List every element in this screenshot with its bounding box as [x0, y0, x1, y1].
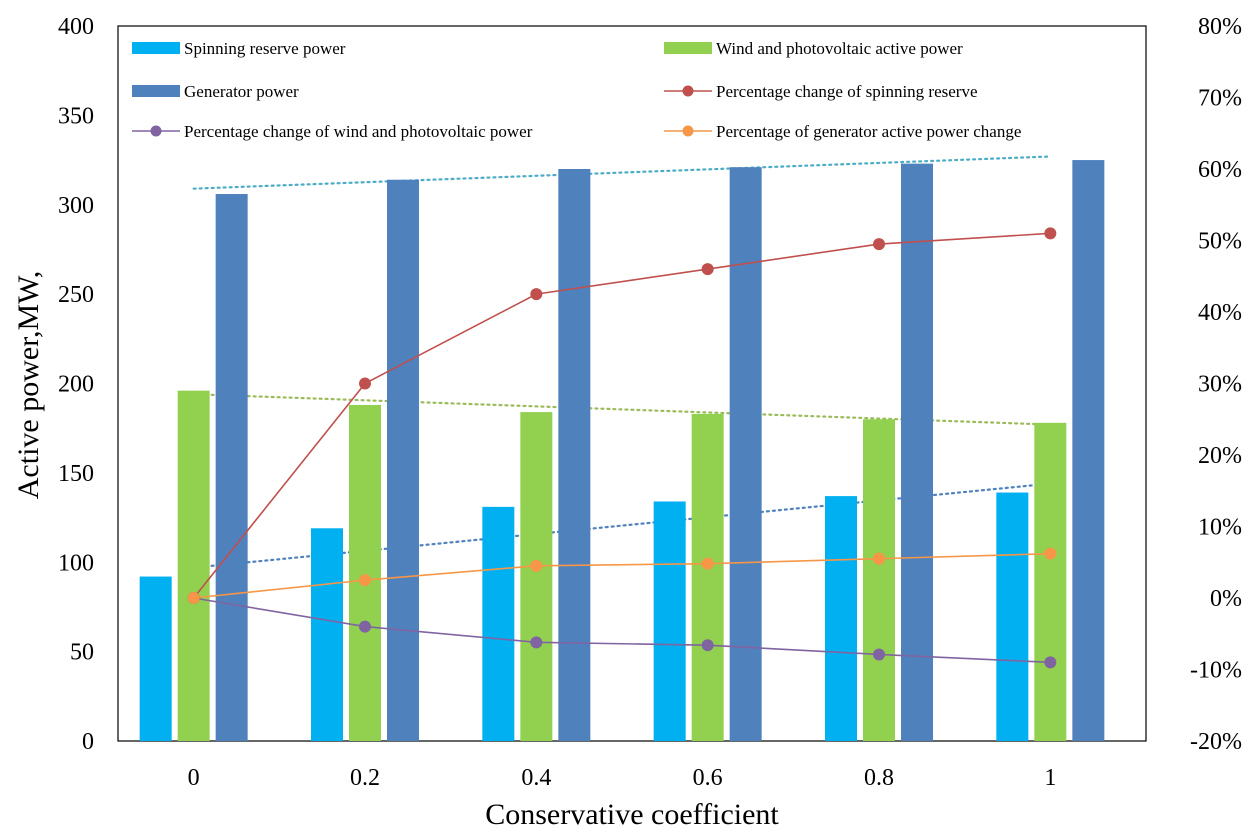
point-percentage-change-of-spinning-reserve	[530, 288, 543, 301]
legend-swatch-spinning-reserve-power	[132, 42, 180, 54]
point-percentage-change-of-spinning-reserve	[1044, 227, 1057, 240]
legend-label-percentage-of-generator-active-power-change: Percentage of generator active power cha…	[716, 122, 1021, 141]
y2-tick-label: 30%	[1198, 372, 1242, 398]
y-axis-ticks: 0 50 100 150 200 250 300 350 400	[58, 14, 94, 755]
y2-tick-label: 0%	[1210, 586, 1242, 612]
point-percentage-change-of-wind-and-photovoltaic-power	[873, 648, 885, 661]
bar-spinning-reserve-power	[311, 528, 343, 741]
y-tick-label: 150	[58, 461, 94, 487]
point-percentage-of-generator-active-power-change	[1044, 547, 1057, 560]
bars	[139, 160, 1105, 742]
y2-tick-label: 50%	[1198, 229, 1242, 255]
point-percentage-change-of-spinning-reserve	[873, 238, 885, 251]
percentage-lines	[187, 227, 1057, 669]
y-axis-title: Active power,MW,	[12, 271, 45, 499]
y2-tick-label: 10%	[1198, 515, 1242, 541]
legend-label-percentage-change-of-spinning-reserve: Percentage change of spinning reserve	[716, 82, 978, 101]
bar-generator-power	[729, 167, 762, 741]
bar-generator-power	[901, 163, 933, 741]
point-percentage-of-generator-active-power-change	[359, 574, 371, 587]
y2-axis-ticks: -20% -10% 0% 10% 20% 30% 40% 50% 60% 70% 80%	[1190, 14, 1242, 755]
legend-marker-percentage-change-of-spinning-reserve	[682, 85, 694, 97]
y2-tick-label: 60%	[1198, 157, 1242, 183]
point-percentage-change-of-wind-and-photovoltaic-power	[701, 639, 714, 652]
y2-tick-label: 40%	[1198, 300, 1242, 326]
legend-marker-percentage-of-generator-active-power-change	[682, 125, 694, 137]
bar-wind-and-photovoltaic-active-power	[177, 390, 210, 741]
point-percentage-change-of-spinning-reserve	[701, 263, 714, 276]
legend-label-percentage-change-of-wind-and-photovoltaic-power: Percentage change of wind and photovolta…	[184, 122, 533, 141]
line-percentage-change-of-wind-and-photovoltaic-power	[193, 597, 1051, 664]
bar-generator-power	[558, 169, 591, 741]
y-tick-label: 250	[58, 282, 94, 308]
bar-generator-power	[1072, 160, 1105, 741]
y-tick-label: 300	[58, 193, 94, 219]
x-axis-ticks: 0 0.2 0.4 0.6 0.8 1	[188, 765, 1057, 791]
y-tick-label: 400	[58, 14, 94, 40]
y2-tick-label: 70%	[1198, 86, 1242, 112]
point-percentage-change-of-wind-and-photovoltaic-power	[359, 620, 371, 633]
x-tick-label: 0	[188, 765, 200, 791]
bar-spinning-reserve-power	[139, 576, 172, 741]
point-percentage-change-of-spinning-reserve	[359, 377, 371, 390]
legend-swatch-generator-power	[132, 85, 180, 97]
legend-label-wind-and-photovoltaic-active-power: Wind and photovoltaic active power	[716, 39, 963, 58]
legend-marker-percentage-change-of-wind-and-photovoltaic-power	[150, 125, 162, 137]
legend-label-spinning-reserve-power: Spinning reserve power	[184, 39, 346, 58]
bar-generator-power	[387, 179, 419, 742]
y-tick-label: 50	[70, 640, 94, 666]
y2-tick-label: 80%	[1198, 14, 1242, 40]
bar-wind-and-photovoltaic-active-power	[863, 419, 895, 741]
line-percentage-change-of-spinning-reserve	[193, 232, 1051, 599]
bar-spinning-reserve-power	[482, 506, 515, 741]
plot-area	[117, 25, 1147, 742]
y-tick-label: 0	[82, 729, 94, 755]
legend-swatch-wind-and-photovoltaic-active-power	[664, 42, 712, 54]
point-percentage-of-generator-active-power-change	[873, 552, 885, 565]
x-tick-label: 1	[1044, 765, 1056, 791]
y2-tick-label: 20%	[1198, 443, 1242, 469]
bar-spinning-reserve-power	[653, 501, 686, 741]
trendline-generator-power	[192, 155, 1052, 190]
point-percentage-of-generator-active-power-change	[530, 559, 543, 572]
y-tick-label: 350	[58, 103, 94, 129]
x-tick-label: 0.4	[521, 765, 551, 791]
point-percentage-change-of-wind-and-photovoltaic-power	[530, 636, 543, 649]
line-percentage-of-generator-active-power-change	[193, 552, 1051, 599]
x-tick-label: 0.8	[864, 765, 894, 791]
bar-wind-and-photovoltaic-active-power	[691, 413, 724, 741]
legend: Spinning reserve power Wind and photovolt…	[132, 39, 1021, 141]
x-tick-label: 0.2	[350, 765, 380, 791]
y-tick-label: 200	[58, 372, 94, 398]
bar-wind-and-photovoltaic-active-power	[520, 412, 553, 741]
point-percentage-of-generator-active-power-change	[187, 592, 200, 604]
y2-tick-label: -20%	[1190, 729, 1242, 755]
bar-spinning-reserve-power	[825, 496, 857, 741]
bar-generator-power	[215, 194, 248, 741]
bar-wind-and-photovoltaic-active-power	[1034, 422, 1067, 741]
point-percentage-change-of-wind-and-photovoltaic-power	[1044, 656, 1057, 669]
y-tick-label: 100	[58, 550, 94, 576]
x-tick-label: 0.6	[693, 765, 723, 791]
point-percentage-of-generator-active-power-change	[701, 557, 714, 570]
bar-spinning-reserve-power	[996, 492, 1029, 741]
y2-tick-label: -10%	[1190, 658, 1242, 684]
legend-label-generator-power: Generator power	[184, 82, 299, 101]
bar-wind-and-photovoltaic-active-power	[349, 404, 381, 741]
x-axis-title: Conservative coefficient	[485, 798, 779, 831]
